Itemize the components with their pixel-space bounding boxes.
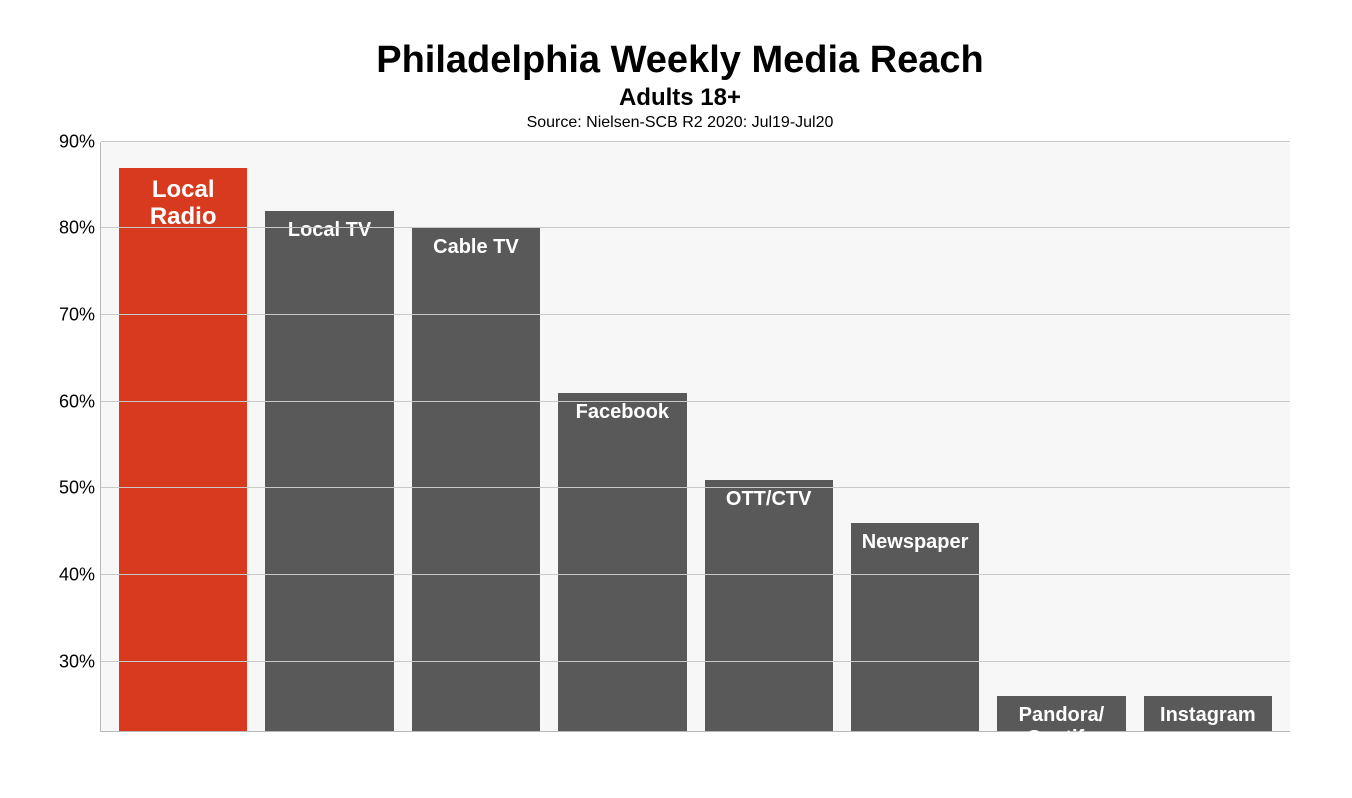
bar-label: Instagram	[1160, 704, 1256, 727]
y-axis-label: 30%	[59, 651, 101, 672]
bar-label: OTT/CTV	[726, 488, 812, 511]
bar-label: Local Radio	[150, 176, 217, 231]
media-reach-chart: Philadelphia Weekly Media Reach Adults 1…	[60, 40, 1300, 732]
gridline: 40%	[101, 574, 1290, 575]
plot: Local Radio Local TV Cable TV Facebook OTT/C…	[70, 142, 1290, 732]
bar: Instagram	[1144, 696, 1272, 731]
bars-container: Local Radio Local TV Cable TV Facebook OTT/C…	[101, 142, 1290, 731]
y-axis-label: 50%	[59, 478, 101, 499]
bar: Newspaper	[851, 523, 979, 731]
gridline: 50%	[101, 487, 1290, 488]
bar-label: Cable TV	[433, 236, 519, 259]
gridline: 70%	[101, 314, 1290, 315]
bar-label: Newspaper	[862, 531, 969, 554]
bar-label: Facebook	[576, 401, 669, 424]
y-axis-label: 40%	[59, 564, 101, 585]
gridline: 30%	[101, 661, 1290, 662]
chart-subtitle: Adults 18+	[60, 84, 1300, 112]
gridline: 60%	[101, 401, 1290, 402]
plot-area: Local Radio Local TV Cable TV Facebook OTT/C…	[100, 142, 1290, 732]
bar: OTT/CTV	[705, 480, 833, 731]
y-axis-label: 70%	[59, 305, 101, 326]
bar: Local TV	[265, 211, 393, 731]
gridline: 80%	[101, 227, 1290, 228]
bar: Pandora/ Spotify	[997, 696, 1125, 731]
bar-label: Local TV	[288, 219, 371, 242]
y-axis-label: 90%	[59, 131, 101, 152]
gridline: 90%	[101, 141, 1290, 142]
bar: Cable TV	[412, 228, 540, 730]
bar-label: Pandora/ Spotify	[1019, 704, 1105, 750]
bar: Local Radio	[119, 168, 247, 731]
chart-titles: Philadelphia Weekly Media Reach Adults 1…	[60, 40, 1300, 132]
chart-source: Source: Nielsen-SCB R2 2020: Jul19-Jul20	[60, 114, 1300, 132]
y-axis-label: 60%	[59, 391, 101, 412]
chart-title: Philadelphia Weekly Media Reach	[60, 40, 1300, 82]
y-axis-label: 80%	[59, 218, 101, 239]
bar: Facebook	[558, 393, 686, 731]
